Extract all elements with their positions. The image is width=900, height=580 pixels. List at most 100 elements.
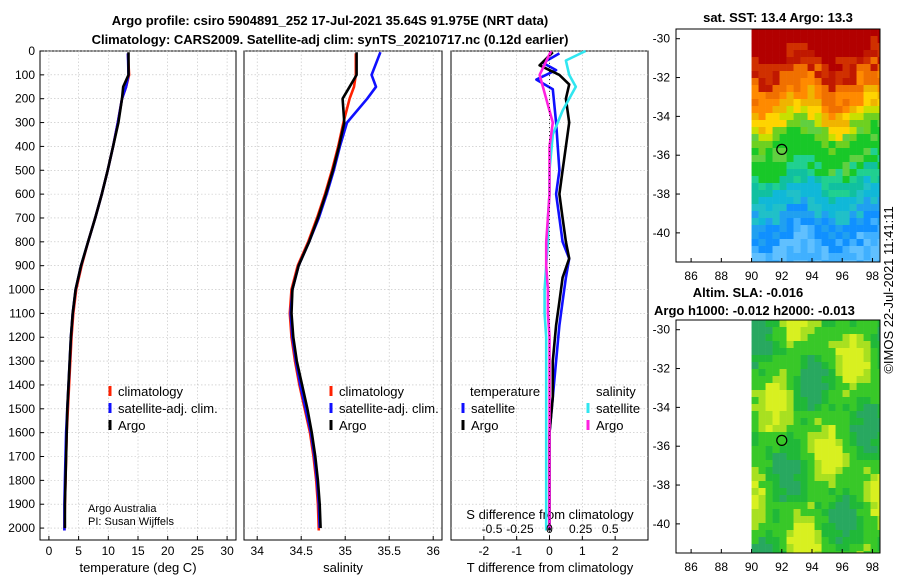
heatmap-cell [758, 120, 766, 128]
heatmap-cell [856, 362, 864, 370]
heatmap-cell [870, 92, 878, 100]
heatmap-cell [835, 341, 843, 349]
heatmap-cell [758, 113, 766, 121]
heatmap-cell [800, 57, 808, 65]
heatmap-cell [856, 488, 864, 496]
series-line-argo [290, 52, 358, 529]
heatmap-cell [870, 362, 878, 370]
heatmap-cell [765, 71, 773, 79]
heatmap-cell [814, 190, 822, 198]
heatmap-cell [849, 253, 857, 261]
y-tick-label: 1000 [8, 283, 35, 297]
heatmap-cell [870, 523, 878, 531]
heatmap-cell [800, 141, 808, 149]
heatmap-cell [807, 106, 815, 114]
legend-label: Argo [471, 418, 498, 433]
heatmap-cell [814, 411, 822, 419]
heatmap-cell [800, 29, 808, 37]
heatmap-cell [793, 446, 801, 454]
heatmap-cell [807, 176, 815, 184]
y-tick-label: -34 [653, 109, 671, 123]
heatmap-cell [828, 509, 836, 517]
heatmap-cell [835, 425, 843, 433]
heatmap-cell [856, 134, 864, 142]
y-tick-label: -30 [653, 323, 671, 337]
heatmap-cell [849, 390, 857, 398]
heatmap-cell [835, 162, 843, 170]
heatmap-cell [842, 544, 850, 552]
heatmap-cell [842, 530, 850, 538]
heatmap-cell [807, 460, 815, 468]
heatmap-cell [807, 120, 815, 128]
heatmap-cell [772, 439, 780, 447]
heatmap-cell [842, 260, 850, 263]
heatmap-cell [842, 134, 850, 142]
heatmap-cell [828, 43, 836, 51]
x-tick-label: 5 [75, 544, 82, 558]
heatmap-cell [849, 509, 857, 517]
temperature-axes [39, 50, 237, 541]
heatmap-cell [751, 57, 759, 65]
heatmap-cell [849, 362, 857, 370]
heatmap-cell [835, 36, 843, 44]
y-tick-label: -38 [653, 478, 671, 492]
heatmap-cell [828, 544, 836, 552]
heatmap-cell [835, 467, 843, 475]
heatmap-cell [842, 516, 850, 524]
heatmap-cell [821, 376, 829, 384]
heatmap-cell [877, 481, 881, 489]
heatmap-cell [877, 232, 881, 240]
heatmap-cell [772, 148, 780, 156]
heatmap-cell [821, 348, 829, 356]
heatmap-cell [786, 355, 794, 363]
heatmap-cell [828, 446, 836, 454]
top-tick-label: 0.25 [569, 522, 593, 536]
heatmap-cell [828, 141, 836, 149]
heatmap-cell [856, 383, 864, 391]
heatmap-cell [877, 197, 881, 205]
heatmap-cell [786, 439, 794, 447]
heatmap-cell [786, 176, 794, 184]
heatmap-cell [779, 376, 787, 384]
heatmap-cell [835, 446, 843, 454]
heatmap-cell [835, 71, 843, 79]
heatmap-cell [870, 537, 878, 545]
heatmap-cell [765, 502, 773, 510]
heatmap-cell [863, 113, 871, 121]
heatmap-cell [835, 106, 843, 114]
y-tick-label: -36 [653, 439, 671, 453]
heatmap-cell [821, 232, 829, 240]
heatmap-cell [835, 127, 843, 135]
heatmap-cell [786, 71, 794, 79]
heatmap-cell [807, 418, 815, 426]
heatmap-cell [870, 376, 878, 384]
heatmap-cell [863, 544, 871, 552]
heatmap-cell [877, 432, 881, 440]
series-line-s-satellite [543, 49, 587, 531]
heatmap-cell [877, 64, 881, 72]
credit-line2: PI: Susan Wijffels [88, 516, 174, 528]
heatmap-cell [835, 551, 843, 554]
heatmap-cell [821, 162, 829, 170]
heatmap-cell [793, 404, 801, 412]
heatmap-cell [772, 71, 780, 79]
heatmap-cell [849, 113, 857, 121]
heatmap-cell [877, 383, 881, 391]
heatmap-cell [779, 57, 787, 65]
heatmap-cell [877, 78, 881, 86]
heatmap-cell [828, 57, 836, 65]
heatmap-cell [758, 71, 766, 79]
heatmap-cell [835, 383, 843, 391]
heatmap-cell [772, 530, 780, 538]
heatmap-cell [870, 106, 878, 114]
heatmap-cell [765, 120, 773, 128]
heatmap-cell [877, 390, 881, 398]
heatmap-cell [877, 36, 881, 44]
heatmap-cell [779, 85, 787, 93]
heatmap-cell [856, 246, 864, 254]
x-tick-label: 2 [612, 544, 619, 558]
heatmap-cell [849, 495, 857, 503]
heatmap-cell [856, 85, 864, 93]
heatmap-cell [793, 530, 801, 538]
heatmap-cell [828, 320, 836, 328]
